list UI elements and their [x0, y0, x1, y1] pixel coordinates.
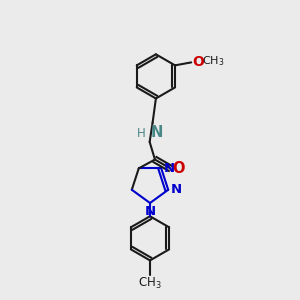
Text: N: N [171, 183, 182, 196]
Text: N: N [144, 206, 156, 218]
Text: CH$_3$: CH$_3$ [202, 54, 225, 68]
Text: CH$_3$: CH$_3$ [138, 276, 162, 291]
Text: O: O [192, 56, 204, 69]
Text: N: N [164, 162, 175, 175]
Text: N: N [150, 125, 163, 140]
Text: H: H [137, 128, 146, 140]
Text: O: O [172, 161, 185, 176]
